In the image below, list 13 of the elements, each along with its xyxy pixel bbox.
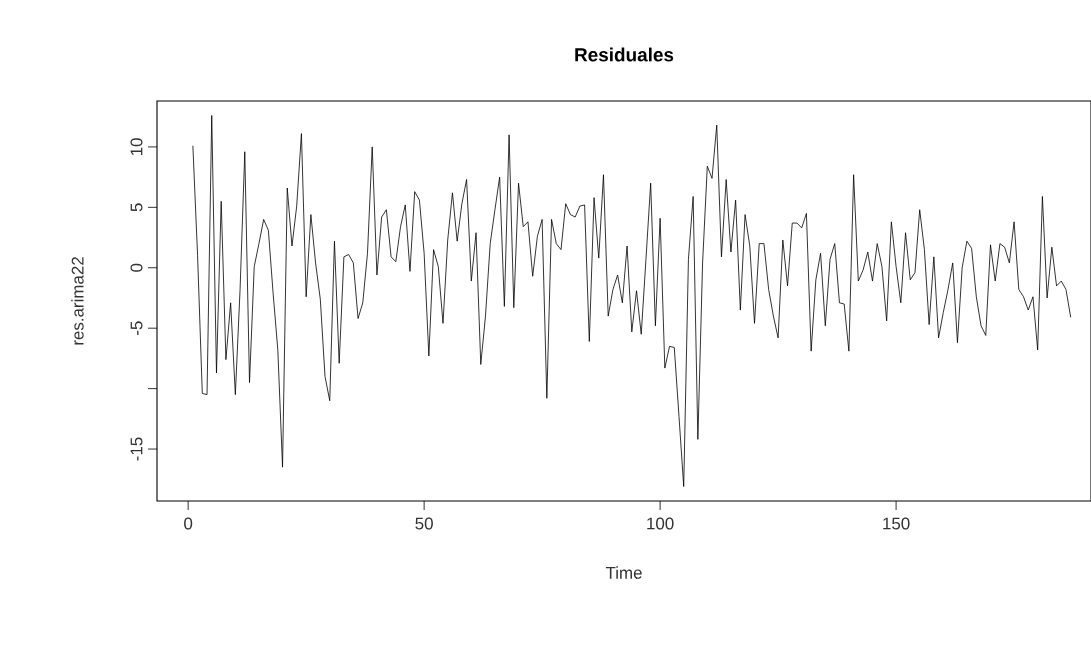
chart-title: Residuales [575,47,674,62]
y-tick-label: -5 [130,321,143,335]
y-tick-label: -15 [130,437,143,461]
x-tick-label: 0 [184,517,193,530]
y-axis-title: res.arima22 [71,257,84,345]
x-tick-label: 150 [883,517,910,530]
line-series [192,115,1072,487]
x-tick-label: 50 [415,517,433,530]
y-tick-label: 0 [130,263,143,272]
y-tick-label: 10 [130,138,143,156]
y-tick-label: 5 [130,203,143,212]
x-tick-label: 100 [647,517,674,530]
x-axis-title: Time [605,566,642,579]
